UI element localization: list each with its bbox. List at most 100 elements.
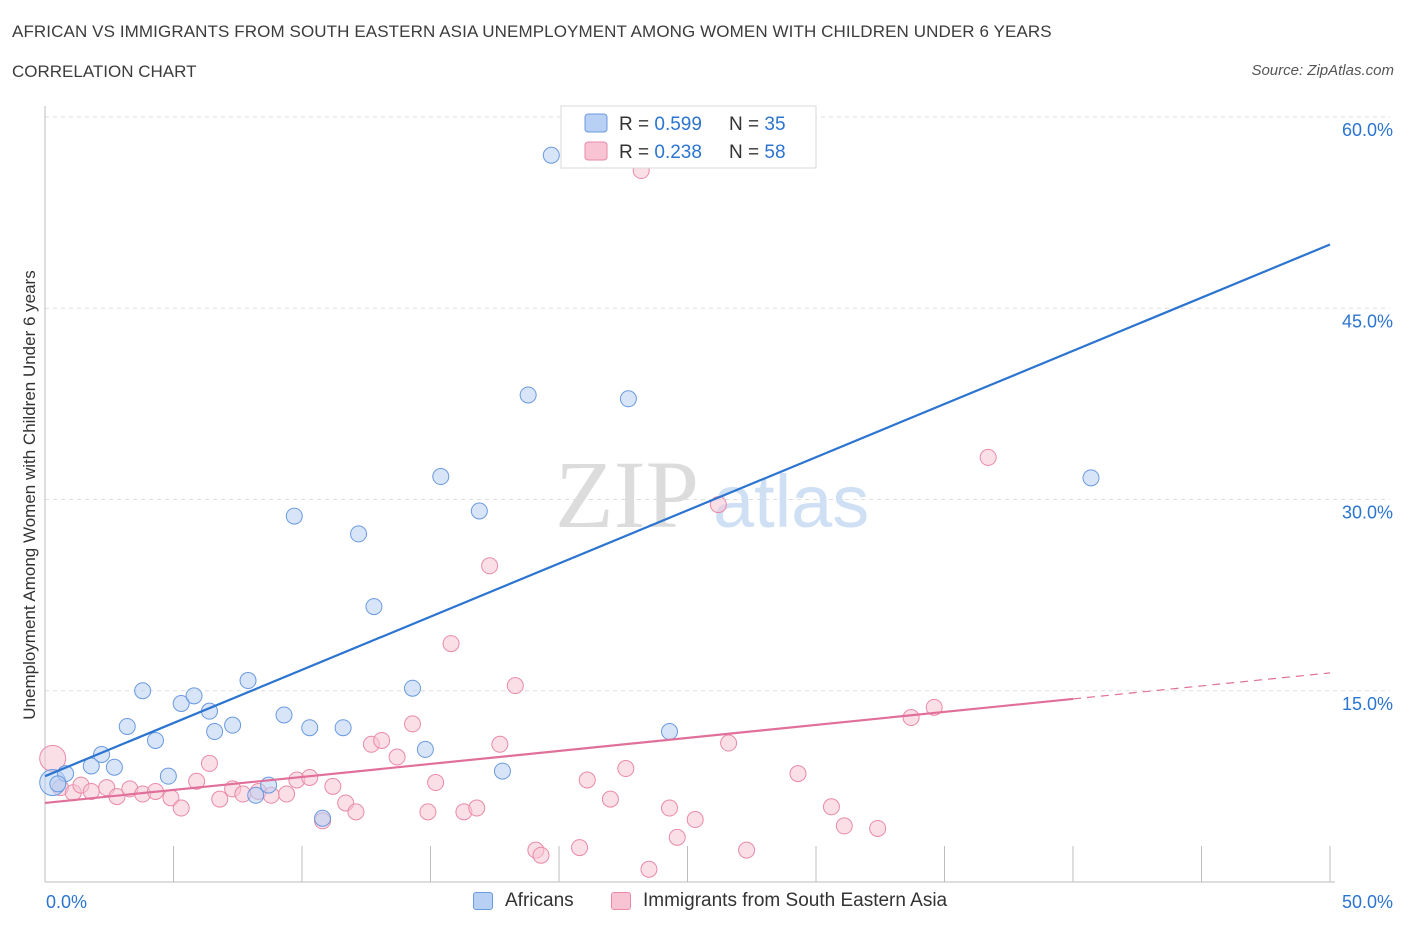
africans-point — [224, 716, 242, 734]
africans-point — [365, 598, 383, 616]
immigrants-point — [571, 839, 589, 857]
africans-point — [159, 767, 177, 785]
trend-lines — [44, 243, 1331, 805]
y-tick-label: 30.0% — [1342, 503, 1393, 523]
africans-point — [239, 672, 257, 690]
watermark-atlas: atlas — [713, 460, 869, 543]
y-tick-label: 45.0% — [1342, 311, 1393, 331]
immigrants-point — [617, 760, 635, 778]
immigrants-trend-line — [44, 697, 1074, 805]
immigrants-point — [925, 698, 943, 716]
legend-item-immigrants[interactable]: Immigrants from South Eastern Asia — [611, 890, 947, 912]
immigrants-point — [427, 774, 445, 792]
africans-point — [185, 687, 203, 705]
immigrants-point — [979, 448, 997, 466]
immigrants-point — [324, 777, 342, 795]
chart-title: AFRICAN VS IMMIGRANTS FROM SOUTH EASTERN… — [12, 22, 1052, 41]
africans-point — [493, 762, 511, 780]
watermark-zip: ZIP — [555, 441, 699, 548]
immigrants-point — [419, 803, 437, 821]
immigrants-point — [172, 799, 190, 817]
stats-swatch-immigrants — [584, 141, 608, 161]
immigrants-point — [442, 635, 460, 653]
legend-item-africans[interactable]: Africans — [473, 890, 574, 912]
africans-point — [49, 775, 67, 793]
immigrants-point — [188, 772, 206, 790]
stats-n-value: 35 — [764, 114, 785, 135]
legend-swatch-immigrants — [611, 892, 631, 910]
stats-swatch-africans — [584, 113, 608, 133]
africans-point — [416, 740, 434, 758]
stats-n-label: N = — [729, 114, 764, 135]
africans-point — [519, 386, 537, 404]
stats-r-label: R = — [619, 114, 654, 135]
grid-lines — [45, 116, 1390, 692]
africans-point — [432, 468, 450, 486]
svg-text:R = 0.238: R = 0.238 — [619, 142, 702, 163]
immigrants-point — [200, 754, 218, 772]
x-tick-label: 50.0% — [1342, 892, 1393, 912]
africans-point — [118, 717, 136, 735]
africans-point — [542, 146, 560, 164]
immigrants-point — [640, 860, 658, 878]
africans-trend-line — [44, 243, 1331, 778]
immigrants-point — [373, 731, 391, 749]
africans-point — [285, 507, 303, 525]
legend-label-africans: Africans — [505, 890, 574, 911]
immigrants-point — [902, 709, 920, 727]
immigrants-point — [532, 846, 550, 864]
legend-swatch-africans — [473, 892, 493, 910]
africans-point — [247, 786, 265, 804]
immigrants-point — [738, 841, 756, 859]
stats-r-value: 0.599 — [654, 114, 702, 135]
immigrants-point — [578, 771, 596, 789]
africans-point — [147, 731, 165, 749]
stats-r-value: 0.238 — [654, 142, 702, 163]
africans-point — [661, 723, 679, 741]
x-tick-label: 0.0% — [46, 892, 87, 912]
africans-point — [619, 390, 637, 408]
immigrants-point — [278, 785, 296, 803]
africans-point — [172, 695, 190, 712]
source-credit: Source: ZipAtlas.com — [1251, 62, 1394, 79]
africans-point — [301, 719, 319, 737]
immigrants-point — [835, 817, 853, 835]
africans-point — [134, 682, 152, 700]
immigrants-point — [506, 677, 524, 695]
africans-point — [275, 706, 293, 724]
stats-r-label: R = — [619, 142, 654, 163]
tick-labels: 15.0% 30.0% 45.0% 60.0% 0.0% 50.0% — [46, 120, 1393, 912]
africans-point — [314, 809, 332, 827]
immigrants-point — [347, 803, 365, 821]
svg-text:N = 35: N = 35 — [729, 114, 786, 135]
immigrants-point — [388, 748, 406, 766]
stats-legend: R = 0.599 N = 35 R = 0.238 N = 58 — [560, 105, 817, 169]
stats-n-value: 58 — [764, 142, 785, 163]
immigrants-point — [404, 715, 422, 733]
immigrants-point — [211, 790, 229, 808]
svg-text:R = 0.599: R = 0.599 — [619, 114, 702, 135]
immigrants-point — [686, 811, 704, 829]
immigrants-point — [661, 799, 679, 817]
immigrants-point — [869, 819, 887, 837]
immigrants-point — [822, 798, 840, 816]
immigrants-trend-line-extension — [1072, 672, 1331, 700]
africans-point — [350, 525, 368, 543]
svg-text:N = 58: N = 58 — [729, 142, 786, 163]
y-tick-label: 60.0% — [1342, 120, 1393, 140]
africans-point — [334, 719, 352, 737]
africans-point — [206, 723, 224, 741]
africans-point — [404, 679, 422, 697]
africans-point — [105, 758, 123, 776]
africans-point — [1082, 469, 1100, 487]
africans-point — [470, 502, 488, 520]
immigrants-point — [481, 557, 499, 575]
immigrants-point — [789, 765, 807, 783]
stats-n-label: N = — [729, 142, 764, 163]
chart-subtitle: CORRELATION CHART — [12, 62, 197, 81]
y-tick-label: 15.0% — [1342, 694, 1393, 714]
data-points — [39, 146, 1100, 878]
legend-label-immigrants: Immigrants from South Eastern Asia — [643, 890, 948, 911]
immigrants-point — [720, 734, 738, 752]
